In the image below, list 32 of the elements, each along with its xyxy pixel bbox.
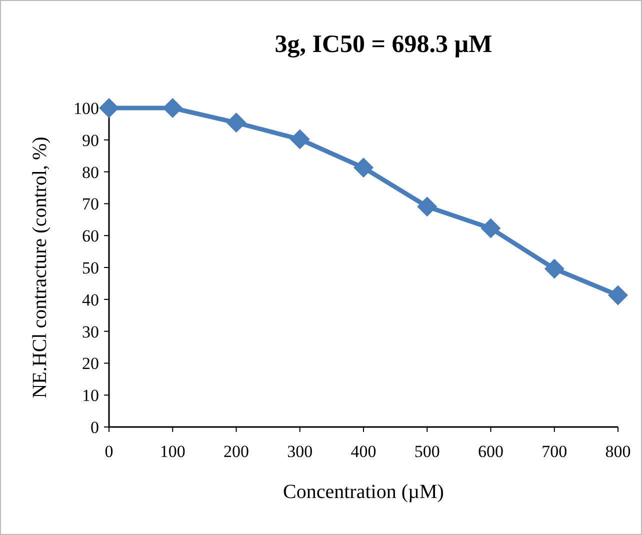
y-tick-label: 40	[82, 290, 99, 310]
point	[354, 158, 374, 178]
y-tick-label: 100	[74, 98, 99, 118]
x-tick-label: 200	[224, 442, 249, 461]
y-tick-label: 30	[82, 322, 99, 342]
point	[544, 258, 564, 279]
x-tick-label: 0	[104, 442, 114, 461]
x-tick-label: 700	[542, 442, 568, 461]
y-tick-label: 70	[82, 194, 99, 214]
y-tick-label: 20	[82, 354, 99, 374]
y-tick-label: 50	[82, 258, 99, 278]
x-tick-label: 800	[605, 442, 631, 461]
y-axis-title: NE.HCl contracture (control, %)	[29, 136, 51, 398]
point	[480, 218, 501, 238]
x-tick-label: 400	[350, 442, 376, 461]
y-tick-label: 10	[82, 386, 99, 406]
x-tick-label: 500	[414, 442, 440, 461]
x-axis-title: Concentration (µM)	[283, 481, 444, 503]
point	[290, 129, 310, 150]
y-tick-label: 0	[90, 418, 99, 437]
point	[226, 112, 246, 133]
y-tick-label: 90	[82, 130, 99, 150]
y-tick-label: 80	[82, 162, 99, 182]
point	[608, 285, 628, 306]
point	[162, 98, 183, 118]
point	[99, 98, 119, 118]
x-tick-label: 600	[478, 442, 504, 461]
point	[417, 196, 438, 217]
y-tick-label: 60	[82, 226, 99, 246]
x-tick-label: 100	[160, 442, 186, 461]
x-tick-label: 300	[287, 442, 313, 461]
chart-title: 3g, IC50 = 698.3 µM	[274, 31, 492, 58]
